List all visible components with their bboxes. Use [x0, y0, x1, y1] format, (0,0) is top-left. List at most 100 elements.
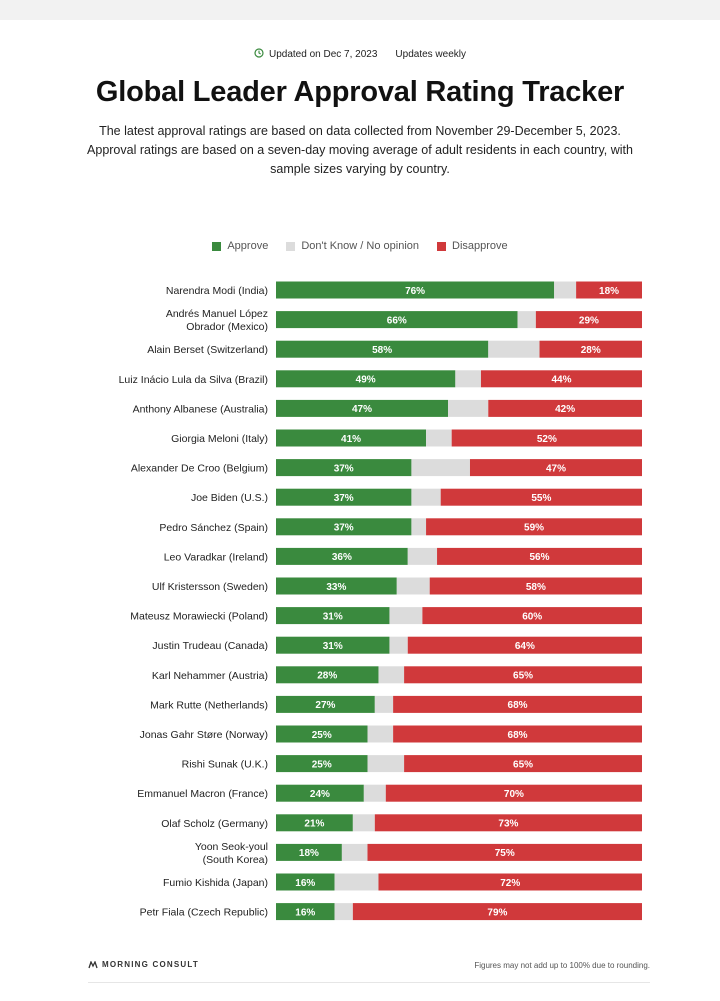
- category-label: Alain Berset (Switzerland): [147, 344, 268, 356]
- data-label-approve: 37%: [334, 493, 354, 504]
- bar-dont-know: [517, 311, 536, 329]
- bar-disapprove: [576, 281, 642, 299]
- updated-date: Updated on Dec 7, 2023: [254, 48, 377, 60]
- data-label-approve: 33%: [326, 582, 346, 593]
- bar-approve: [276, 695, 375, 713]
- legend-item-disapprove: Disapprove: [437, 240, 508, 252]
- bar-approve: [276, 666, 379, 684]
- bar-dont-know: [363, 784, 386, 802]
- bar-approve: [276, 547, 408, 565]
- bar-approve: [276, 784, 364, 802]
- data-label-disapprove: 72%: [500, 878, 520, 889]
- category-label: Narendra Modi (India): [166, 285, 268, 297]
- bar-dont-know: [426, 429, 452, 447]
- bar-approve: [276, 488, 412, 506]
- top-band: [0, 0, 720, 20]
- bar-approve: [276, 518, 412, 536]
- bar-dont-know: [448, 399, 489, 417]
- bar-dont-know: [367, 755, 405, 773]
- category-label: Yoon Seok-youl: [195, 841, 268, 853]
- category-label: Fumio Kishida (Japan): [163, 877, 268, 889]
- category-label: Mark Rutte (Netherlands): [150, 699, 268, 711]
- category-label: (South Korea): [203, 854, 268, 866]
- bar-disapprove: [352, 903, 642, 921]
- bar-approve: [276, 577, 397, 595]
- category-label: Justin Trudeau (Canada): [152, 640, 268, 652]
- data-label-approve: 37%: [334, 523, 354, 534]
- category-label: Mateusz Morawiecki (Poland): [130, 611, 268, 623]
- bar-dont-know: [334, 903, 353, 921]
- data-label-approve: 31%: [323, 641, 343, 652]
- legend-item-dont-know: Don't Know / No opinion: [286, 240, 419, 252]
- legend-label-approve: Approve: [227, 240, 269, 252]
- data-label-approve: 47%: [352, 404, 372, 415]
- data-label-approve: 27%: [315, 700, 335, 711]
- bar-approve: [276, 636, 390, 654]
- bar-disapprove: [440, 488, 642, 506]
- bar-disapprove: [426, 518, 642, 536]
- data-label-disapprove: 68%: [508, 730, 528, 741]
- footer-note: Figures may not add up to 100% due to ro…: [474, 961, 650, 970]
- category-label: Jonas Gahr Støre (Norway): [140, 729, 268, 741]
- data-label-disapprove: 59%: [524, 523, 544, 534]
- footer-logo-text: MORNING CONSULT: [102, 960, 199, 969]
- legend-swatch-approve: [212, 241, 222, 251]
- bar-disapprove: [393, 725, 642, 743]
- bar-dont-know: [352, 814, 375, 832]
- bar-approve: [276, 607, 390, 625]
- data-label-approve: 36%: [332, 552, 352, 563]
- bar-dont-know: [396, 577, 430, 595]
- bar-disapprove: [404, 755, 642, 773]
- bar-approve: [276, 814, 353, 832]
- bar-dont-know: [389, 607, 423, 625]
- bar-dont-know: [374, 695, 394, 713]
- bar-disapprove: [404, 666, 642, 684]
- data-label-approve: 37%: [334, 463, 354, 474]
- bar-dont-know: [367, 725, 394, 743]
- bar-approve: [276, 281, 555, 299]
- category-label: Olaf Scholz (Germany): [161, 818, 268, 830]
- update-frequency: Updates weekly: [395, 48, 466, 60]
- category-label: Pedro Sánchez (Spain): [159, 522, 268, 534]
- bar-disapprove: [378, 873, 642, 891]
- data-label-approve: 24%: [310, 789, 330, 800]
- bar-disapprove: [393, 695, 642, 713]
- data-label-approve: 16%: [295, 878, 315, 889]
- bar-disapprove: [535, 311, 642, 329]
- data-label-approve: 31%: [323, 611, 343, 622]
- data-label-approve: 58%: [372, 345, 392, 356]
- page-title: Global Leader Approval Rating Tracker: [95, 76, 625, 108]
- bar-disapprove: [451, 429, 642, 447]
- bar-disapprove: [429, 577, 642, 595]
- category-label: Rishi Sunak (U.K.): [182, 759, 268, 771]
- footer-logo: MORNING CONSULT: [88, 960, 199, 969]
- legend-swatch-disapprove: [437, 241, 446, 251]
- data-label-approve: 25%: [312, 730, 332, 741]
- data-label-disapprove: 64%: [515, 641, 535, 652]
- morning-consult-logo-icon: [88, 960, 98, 968]
- bar-disapprove: [469, 459, 642, 477]
- legend-swatch-dont-know: [286, 241, 296, 251]
- bar-disapprove: [480, 370, 642, 388]
- category-label: Emmanuel Macron (France): [137, 788, 268, 800]
- bar-dont-know: [455, 370, 481, 388]
- bar-approve: [276, 370, 456, 388]
- data-label-disapprove: 65%: [513, 759, 533, 770]
- bar-dont-know: [407, 547, 438, 565]
- bar-dont-know: [378, 666, 405, 684]
- bar-approve: [276, 459, 412, 477]
- data-label-approve: 18%: [299, 848, 319, 859]
- data-label-disapprove: 42%: [555, 404, 575, 415]
- category-label: Leo Varadkar (Ireland): [164, 551, 268, 563]
- bar-approve: [276, 873, 335, 891]
- data-label-disapprove: 58%: [526, 582, 546, 593]
- data-label-approve: 66%: [387, 315, 407, 326]
- bar-approve: [276, 843, 342, 861]
- bar-disapprove: [374, 814, 642, 832]
- data-label-disapprove: 70%: [504, 789, 524, 800]
- bar-disapprove: [367, 843, 642, 861]
- data-label-disapprove: 28%: [581, 345, 601, 356]
- data-label-disapprove: 75%: [495, 848, 515, 859]
- category-label: Anthony Albanese (Australia): [133, 403, 268, 415]
- bar-approve: [276, 725, 368, 743]
